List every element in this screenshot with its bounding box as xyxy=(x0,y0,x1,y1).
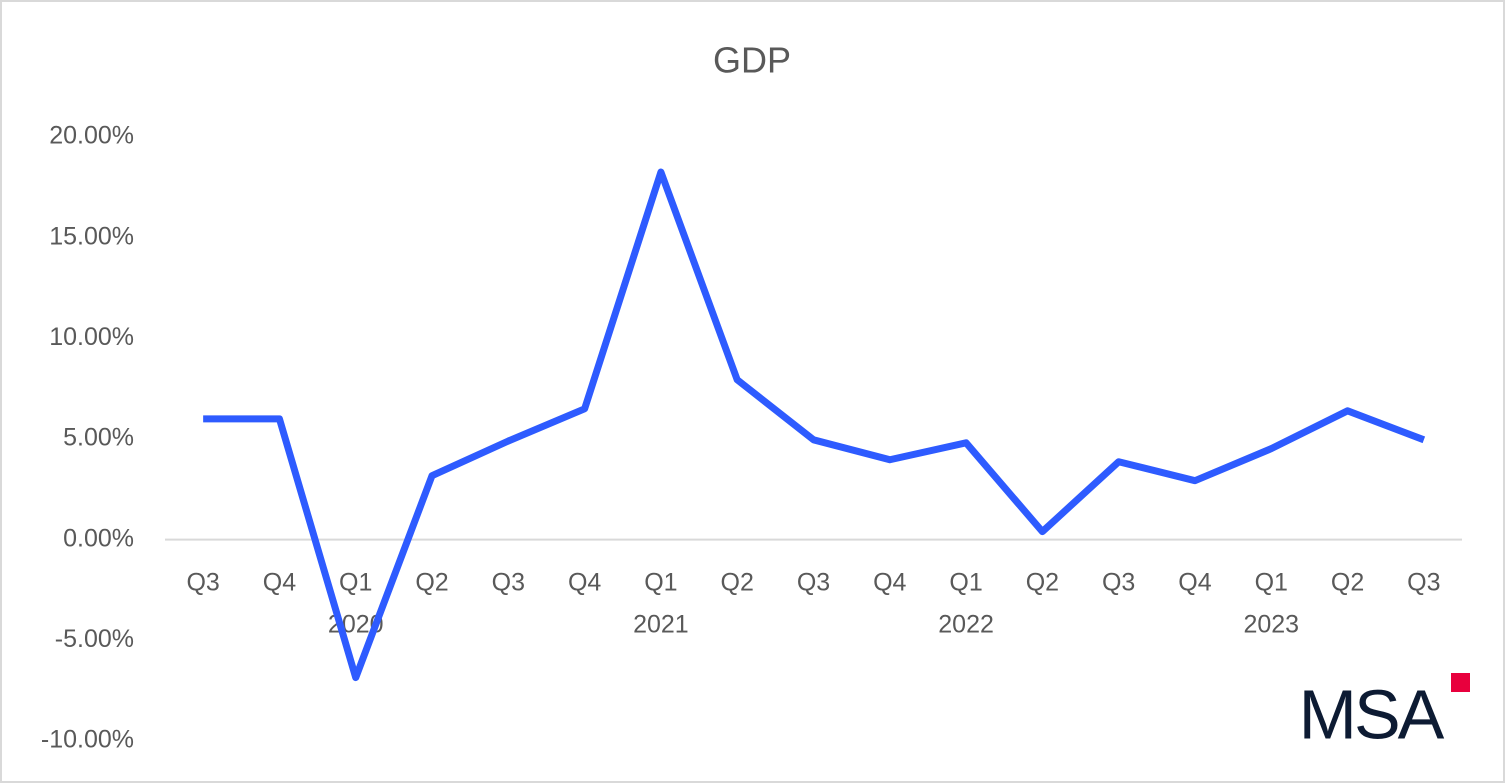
x-tick-label: Q3 xyxy=(797,568,830,596)
x-tick-label: Q4 xyxy=(1178,568,1211,596)
x-tick-label: Q4 xyxy=(568,568,601,596)
year-label: 2021 xyxy=(633,610,689,638)
y-tick-label: 5.00% xyxy=(63,424,134,452)
year-label: 2022 xyxy=(938,610,994,638)
x-tick-label: Q3 xyxy=(492,568,525,596)
x-tick-label: Q4 xyxy=(873,568,906,596)
x-tick-label: Q1 xyxy=(339,568,372,596)
x-tick-label: Q2 xyxy=(1331,568,1364,596)
x-tick-label: Q1 xyxy=(949,568,982,596)
x-tick-label: Q1 xyxy=(1255,568,1288,596)
x-tick-label: Q3 xyxy=(186,568,219,596)
y-tick-label: 20.00% xyxy=(49,122,134,150)
x-tick-label: Q2 xyxy=(1026,568,1059,596)
y-tick-label: 10.00% xyxy=(49,323,134,351)
y-tick-label: -10.00% xyxy=(41,726,134,754)
chart-title: GDP xyxy=(713,40,791,81)
line xyxy=(203,168,1426,682)
logo: MSA xyxy=(1299,675,1445,753)
y-tick-label: 15.00% xyxy=(49,222,134,250)
year-label: 2023 xyxy=(1243,610,1299,638)
y-tick-label: -5.00% xyxy=(55,625,134,653)
x-tick-label: Q1 xyxy=(644,568,677,596)
x-tick-label: Q2 xyxy=(415,568,448,596)
x-tick-label: Q2 xyxy=(721,568,754,596)
x-tick-label: Q3 xyxy=(1407,568,1440,596)
x-tick-label: Q3 xyxy=(1102,568,1135,596)
x-tick-label: Q4 xyxy=(263,568,296,596)
y-tick-label: 0.00% xyxy=(63,524,134,552)
logo-square xyxy=(1451,673,1470,692)
